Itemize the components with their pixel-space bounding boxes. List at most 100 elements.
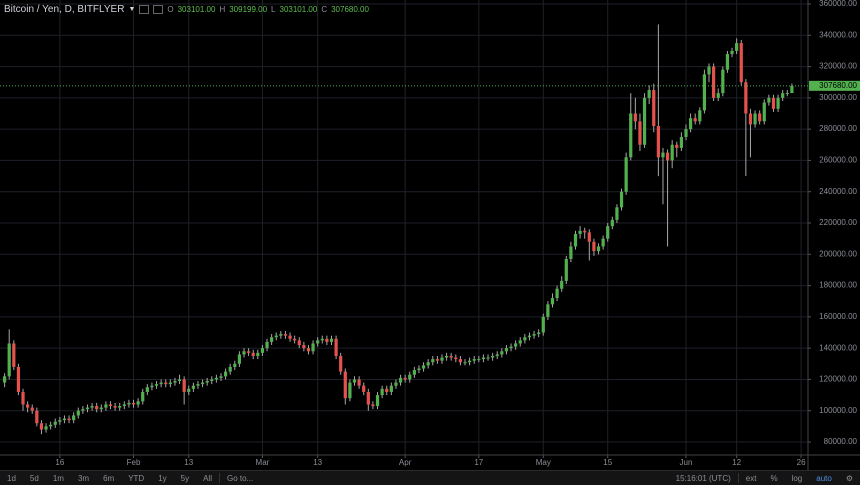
symbol[interactable]: Bitcoin / Yen, D, BITFLYER <box>4 4 125 15</box>
candle-body <box>182 379 186 392</box>
candle-body <box>693 118 697 122</box>
candle-body <box>688 118 693 130</box>
candle-body <box>412 370 416 375</box>
candle-body <box>196 384 200 386</box>
candle-body <box>725 54 730 70</box>
candle-body <box>159 382 163 385</box>
candle-body <box>85 407 90 410</box>
candle-body <box>481 357 486 360</box>
candle-body <box>334 338 338 356</box>
option-button[interactable]: log <box>791 473 803 483</box>
clock: 15:16:01 (UTC) <box>675 473 731 483</box>
y-tick-label: 280000.00 <box>819 124 857 133</box>
icon[interactable] <box>139 5 150 14</box>
range-button[interactable]: 1y <box>158 473 167 483</box>
candle-body <box>154 384 159 386</box>
candle-body <box>366 391 370 405</box>
candle-body <box>348 382 352 399</box>
candle-body <box>541 316 545 333</box>
range-button[interactable]: 5d <box>29 473 39 483</box>
candle-body <box>122 404 126 407</box>
candle-body <box>592 241 596 252</box>
candle-body <box>145 387 149 392</box>
candle-body <box>265 341 269 349</box>
x-tick-label: 16 <box>55 458 64 467</box>
option-button[interactable]: % <box>770 473 778 483</box>
goto-button[interactable]: Go to... <box>226 473 254 483</box>
value: 303101.00 <box>279 5 318 14</box>
candle-body <box>141 391 145 402</box>
candle-body <box>463 362 467 364</box>
candle-body <box>302 345 306 349</box>
candle-body <box>270 337 274 342</box>
candle-body <box>716 93 720 98</box>
candle-body <box>95 406 99 410</box>
y-tick-label: 340000.00 <box>819 30 857 39</box>
key: H <box>219 5 226 14</box>
range-button[interactable]: 1d <box>7 473 16 483</box>
candle-body <box>168 382 172 385</box>
candle-body <box>767 97 771 103</box>
candle-body <box>610 219 614 227</box>
candle-body <box>283 334 288 336</box>
candle-body <box>16 366 21 392</box>
candle-body <box>560 280 564 289</box>
candle-body <box>81 409 85 411</box>
chart: 80000.00 100000.00 120000.00 140000.00 16000… <box>0 0 860 470</box>
y-tick-label: 220000.00 <box>819 218 857 227</box>
candle-body <box>537 332 541 335</box>
candle-body <box>398 377 403 383</box>
candle-body <box>698 110 702 122</box>
candle-body <box>675 144 679 148</box>
legend: Bitcoin / Yen, D, BITFLYER ▼ O 303101.00 … <box>4 4 369 15</box>
candle-body <box>2 376 7 383</box>
candle-body <box>440 357 444 361</box>
candle-body <box>385 388 389 392</box>
candle-body <box>776 97 780 109</box>
option-button[interactable]: auto <box>816 473 832 483</box>
range-button[interactable]: 6m <box>103 473 115 483</box>
candle-body <box>44 426 48 430</box>
value: 303101.00 <box>177 5 216 14</box>
candle-body <box>118 406 122 408</box>
candle-body <box>223 371 228 377</box>
range-button[interactable]: YTD <box>128 473 145 483</box>
y-tick-label: 140000.00 <box>819 343 857 352</box>
candle-body <box>58 420 62 422</box>
candle-body <box>684 129 688 137</box>
candle-body <box>523 337 527 341</box>
candle-body <box>177 379 182 382</box>
toolbar: 1d 5d 1m 3m 6m YTD 1y 5y All Go to... 15… <box>0 470 860 485</box>
x-tick-label: 13 <box>184 458 193 467</box>
range-button[interactable]: 1m <box>52 473 64 483</box>
candle-body <box>495 354 499 356</box>
candle-body <box>35 410 39 424</box>
dropdown[interactable]: ▼ <box>128 6 136 13</box>
candle-body <box>642 97 647 145</box>
range-button[interactable]: All <box>203 473 212 483</box>
candle-body <box>532 334 536 336</box>
candle-body <box>237 354 242 364</box>
candle-body <box>771 97 776 109</box>
candle-body <box>624 157 628 192</box>
y-tick-label: 100000.00 <box>819 406 857 415</box>
candle-body <box>251 352 255 356</box>
range-button[interactable]: 5y <box>180 473 190 483</box>
candle-body <box>108 404 113 407</box>
y-tick-label: 360000.00 <box>819 0 857 8</box>
key: L <box>271 5 276 14</box>
x-tick-label: 13 <box>313 458 322 467</box>
plot-background <box>0 0 860 470</box>
candle-body <box>477 359 481 361</box>
range-button[interactable]: 3m <box>77 473 90 483</box>
icon[interactable] <box>153 5 164 14</box>
y-tick-label: 120000.00 <box>819 375 857 384</box>
candle-body <box>39 423 44 430</box>
candle-body <box>127 402 131 405</box>
candle-body <box>721 69 725 94</box>
candle-body <box>735 43 739 51</box>
y-tick-label: 200000.00 <box>819 249 857 258</box>
settings-button[interactable]: ⚙ <box>845 473 853 483</box>
option-button[interactable]: ext <box>745 473 757 483</box>
